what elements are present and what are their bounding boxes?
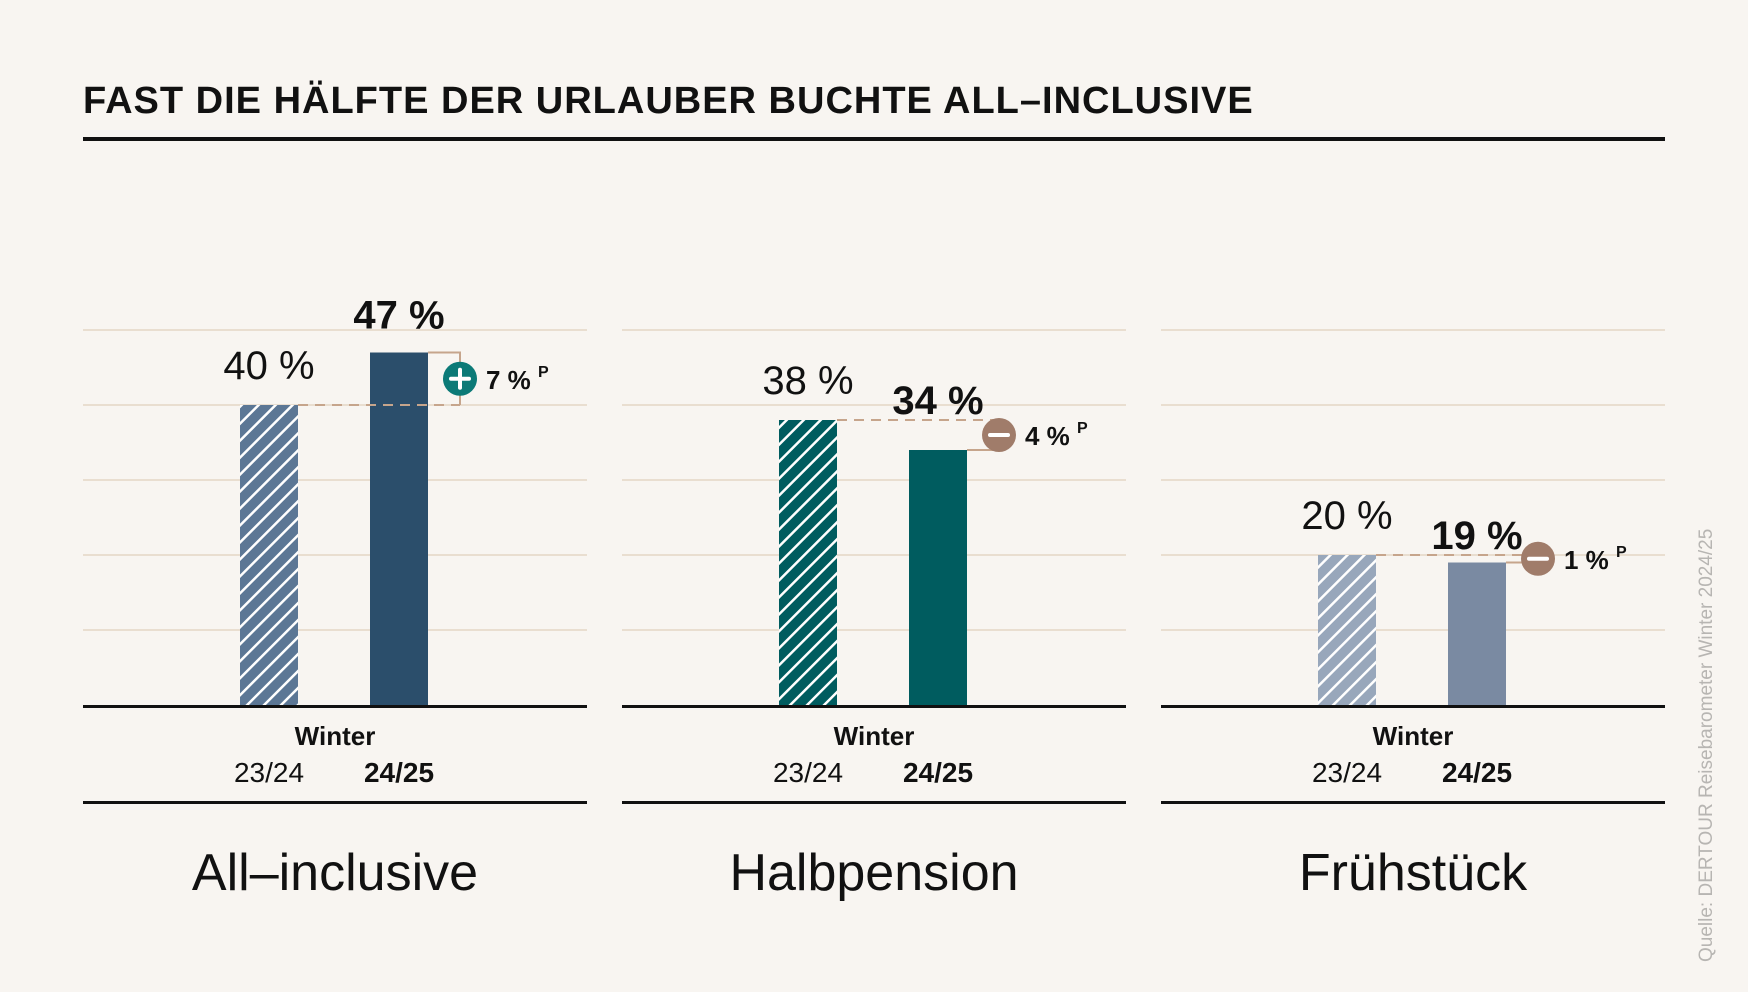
- bar-halbpension-prev: [779, 420, 837, 705]
- change-unit-suffix-halbpension: P: [1077, 420, 1088, 437]
- category-label-fruehstueck: Frühstück: [1299, 844, 1528, 902]
- bar-all-inclusive-prev: [240, 405, 298, 705]
- x-axis-baseline: [1161, 705, 1665, 708]
- bar-all-inclusive-curr: [370, 352, 428, 705]
- bar-fruehstueck-curr: [1448, 562, 1506, 705]
- category-label-halbpension: Halbpension: [729, 844, 1018, 902]
- value-label-fruehstueck-prev: 20 %: [1301, 494, 1392, 538]
- panel-bottom-rule: [1161, 801, 1665, 804]
- change-unit-suffix-all-inclusive: P: [538, 364, 549, 381]
- value-label-fruehstueck-curr: 19 %: [1431, 514, 1522, 558]
- change-unit-suffix-fruehstueck: P: [1616, 544, 1627, 561]
- x-group-label: Winter: [1373, 721, 1454, 751]
- tick-label-prev: 23/24: [1312, 757, 1382, 788]
- tick-label-curr: 24/25: [1442, 757, 1512, 788]
- value-label-all-inclusive-curr: 47 %: [353, 294, 444, 338]
- source-note: Quelle: DERTOUR Reisebarometer Winter 20…: [1696, 529, 1717, 962]
- change-label-fruehstueck: 1 %: [1564, 545, 1609, 575]
- panel-bottom-rule: [622, 801, 1126, 804]
- tick-label-prev: 23/24: [773, 757, 843, 788]
- bar-fruehstueck-prev: [1318, 555, 1376, 705]
- x-axis-baseline: [622, 705, 1126, 708]
- chart-title: FAST DIE HÄLFTE DER URLAUBER BUCHTE ALL–…: [83, 79, 1254, 122]
- change-label-halbpension: 4 %: [1025, 421, 1070, 451]
- tick-label-curr: 24/25: [364, 757, 434, 788]
- bar-halbpension-curr: [909, 450, 967, 705]
- category-label-all-inclusive: All–inclusive: [192, 844, 478, 902]
- value-label-halbpension-curr: 34 %: [892, 379, 983, 423]
- value-label-halbpension-prev: 38 %: [762, 359, 853, 403]
- x-group-label: Winter: [295, 721, 376, 751]
- chart-panels: 40 % 47 % 7 % P Winter 23/24 24/25 All–inclusiv…: [83, 294, 1665, 902]
- x-axis-baseline: [83, 705, 587, 708]
- value-label-all-inclusive-prev: 40 %: [223, 344, 314, 388]
- tick-label-prev: 23/24: [234, 757, 304, 788]
- change-label-all-inclusive: 7 %: [486, 365, 531, 395]
- title-rule: [83, 137, 1665, 141]
- tick-label-curr: 24/25: [903, 757, 973, 788]
- x-group-label: Winter: [834, 721, 915, 751]
- panel-bottom-rule: [83, 801, 587, 804]
